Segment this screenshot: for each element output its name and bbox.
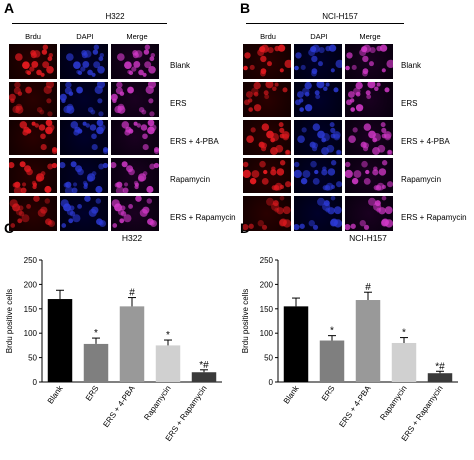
h322-micrograph-merge-row-2 — [111, 82, 159, 117]
h322-ytick-label: 200 — [24, 280, 38, 289]
panel-a-rule — [12, 23, 167, 24]
h322-category-label: ERS — [84, 384, 101, 403]
nci-h157-chart-title: NCI-H157 — [349, 233, 387, 243]
row-label-a-blank: Blank — [170, 61, 191, 70]
bar-chart-h322: H322 Brdu positive cells 0 50 100 150 200 250 Bl… — [5, 233, 222, 443]
h322-micrograph-dapi-row-1 — [60, 44, 108, 79]
h322-bar — [155, 345, 181, 382]
row-label-a-ers-4pba: ERS + 4-PBA — [170, 137, 219, 146]
nci-h157-significance-mark: *# — [435, 361, 445, 372]
row-label-b-ers-4pba: ERS + 4-PBA — [401, 137, 450, 146]
nci-h157-ytick-label: 100 — [260, 329, 274, 338]
nci-h157-micrograph-brdu-row-4 — [243, 158, 291, 193]
h322-micrograph-merge-row-3 — [111, 120, 159, 155]
h322-micrograph-merge-row-4 — [111, 158, 159, 193]
h322-micrograph-dapi-row-4 — [60, 158, 108, 193]
h322-category-label: Rapamycin — [142, 384, 172, 422]
h322-bar — [191, 372, 217, 382]
nci-h157-category-label: ERS + 4-PBA — [337, 383, 373, 429]
col-label-a-merge: Merge — [126, 32, 148, 41]
h322-significance-mark: * — [94, 328, 98, 339]
nci-h157-micrograph-dapi-row-2 — [294, 82, 342, 117]
nci-h157-micrograph-merge-row-1 — [345, 44, 393, 79]
row-label-b-rapamycin: Rapamycin — [401, 175, 442, 184]
nci-h157-micrograph-brdu-row-2 — [243, 82, 291, 117]
row-label-b-ers: ERS — [401, 99, 418, 108]
h322-ytick-label: 50 — [28, 354, 37, 363]
nci-h157-micrograph-merge-row-4 — [345, 158, 393, 193]
nci-h157-ytick-label: 150 — [260, 305, 274, 314]
nci-h157-micrograph-merge-row-5 — [345, 196, 393, 231]
bar-chart-nci-h157: NCI-H157 Brdu positive cells 0 50 100 150 200 2… — [241, 233, 458, 443]
nci-h157-bar — [355, 300, 381, 382]
panel-b-rule — [246, 23, 404, 24]
h322-ylabel: Brdu positive cells — [5, 289, 14, 353]
h322-micrograph-brdu-row-1 — [9, 44, 57, 79]
panel-letter-b: B — [240, 0, 251, 16]
nci-h157-significance-mark: # — [365, 282, 371, 293]
nci-h157-micrograph-merge-row-2 — [345, 82, 393, 117]
row-label-b-blank: Blank — [401, 61, 422, 70]
h322-micrograph-brdu-row-4 — [9, 158, 57, 193]
row-label-a-rapamycin: Rapamycin — [170, 175, 211, 184]
nci-h157-micrograph-dapi-row-5 — [294, 196, 342, 231]
nci-h157-micrograph-brdu-row-5 — [243, 196, 291, 231]
row-label-a-ers: ERS — [170, 99, 187, 108]
h322-significance-mark: *# — [199, 360, 209, 371]
h322-ytick-label: 100 — [24, 329, 38, 338]
panel-letter-a: A — [4, 0, 15, 16]
h322-bar — [83, 343, 109, 382]
h322-category-label: ERS + 4-PBA — [101, 383, 137, 429]
nci-h157-ylabel: Brdu positive cells — [241, 289, 250, 353]
nci-h157-significance-mark: * — [402, 328, 406, 339]
h322-micrograph-dapi-row-5 — [60, 196, 108, 231]
h322-micrograph-merge-row-1 — [111, 44, 159, 79]
col-label-b-merge: Merge — [359, 32, 381, 41]
nci-h157-micrograph-brdu-row-1 — [243, 44, 291, 79]
nci-h157-category-label: ERS + Rapamycin — [400, 384, 445, 443]
h322-micrograph-brdu-row-5 — [9, 196, 57, 231]
h322-micrograph-merge-row-5 — [111, 196, 159, 231]
h322-bar — [47, 299, 73, 382]
h322-ytick-label: 250 — [24, 256, 38, 265]
row-label-b-ers-rapamycin: ERS + Rapamycin — [401, 213, 467, 222]
h322-micrograph-dapi-row-2 — [60, 82, 108, 117]
nci-h157-bar — [427, 373, 453, 382]
h322-significance-mark: # — [129, 288, 135, 299]
panel-a-title: H322 — [105, 12, 125, 21]
panel-b-title: NCI-H157 — [322, 12, 358, 21]
nci-h157-ytick-label: 50 — [264, 354, 273, 363]
nci-h157-ytick-label: 0 — [269, 378, 274, 387]
col-label-a-brdu: Brdu — [25, 32, 41, 41]
col-label-a-dapi: DAPI — [76, 32, 94, 41]
nci-h157-bar — [283, 306, 309, 382]
h322-chart-title: H322 — [122, 233, 143, 243]
nci-h157-significance-mark: * — [330, 326, 334, 337]
h322-bar — [119, 306, 145, 382]
h322-category-label: ERS + Rapamycin — [164, 384, 209, 443]
nci-h157-micrograph-dapi-row-1 — [294, 44, 342, 79]
nci-h157-micrograph-dapi-row-4 — [294, 158, 342, 193]
nci-h157-ytick-label: 200 — [260, 280, 274, 289]
nci-h157-category-label: Rapamycin — [378, 384, 408, 422]
h322-ytick-label: 0 — [33, 378, 38, 387]
nci-h157-bar — [319, 340, 345, 382]
row-label-a-ers-rapamycin: ERS + Rapamycin — [170, 213, 236, 222]
h322-significance-mark: * — [166, 330, 170, 341]
nci-h157-micrograph-merge-row-3 — [345, 120, 393, 155]
h322-ytick-label: 150 — [24, 305, 38, 314]
nci-h157-bar — [391, 342, 417, 382]
nci-h157-category-label: Blank — [282, 383, 301, 405]
h322-micrograph-brdu-row-2 — [9, 82, 57, 117]
nci-h157-micrograph-brdu-row-3 — [243, 120, 291, 155]
h322-micrograph-dapi-row-3 — [60, 120, 108, 155]
nci-h157-ytick-label: 250 — [260, 256, 274, 265]
col-label-b-brdu: Brdu — [260, 32, 276, 41]
col-label-b-dapi: DAPI — [310, 32, 328, 41]
nci-h157-micrograph-dapi-row-3 — [294, 120, 342, 155]
h322-category-label: Blank — [46, 383, 65, 405]
h322-micrograph-brdu-row-3 — [9, 120, 57, 155]
nci-h157-category-label: ERS — [320, 384, 337, 403]
